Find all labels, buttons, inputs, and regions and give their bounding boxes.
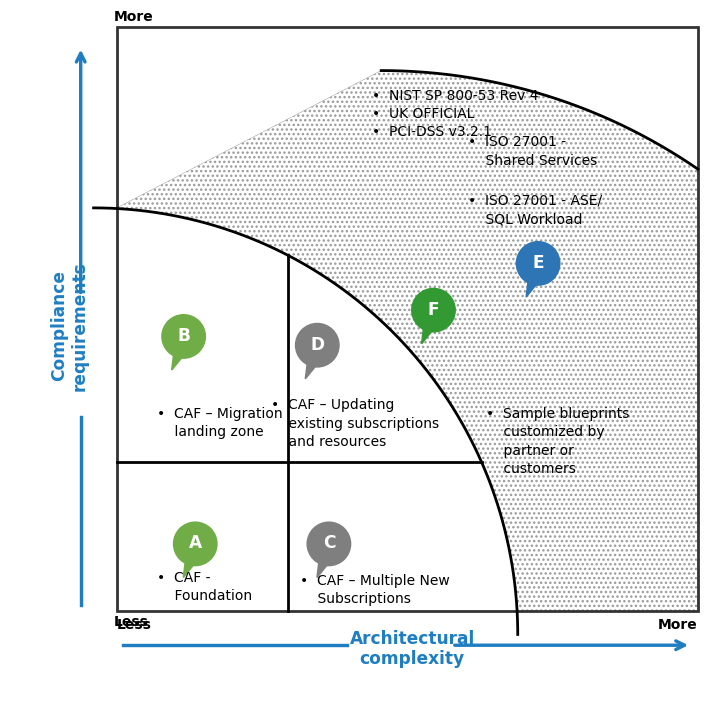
- Circle shape: [307, 522, 350, 566]
- Polygon shape: [172, 353, 186, 371]
- Text: C: C: [322, 534, 335, 552]
- Circle shape: [162, 315, 205, 358]
- Text: •  ISO 27001 -
    Shared Services: • ISO 27001 - Shared Services: [468, 136, 597, 167]
- Text: More: More: [658, 618, 697, 632]
- Bar: [117, 27, 697, 611]
- Text: F: F: [428, 301, 439, 319]
- Text: Less: Less: [117, 618, 151, 632]
- Polygon shape: [317, 560, 331, 578]
- Text: E: E: [532, 254, 544, 272]
- Text: •  NIST SP 800-53 Rev 4
•  UK OFFICIAL
•  PCI-DSS v3.2.1: • NIST SP 800-53 Rev 4 • UK OFFICIAL • P…: [372, 89, 539, 139]
- Text: D: D: [310, 335, 324, 353]
- Text: •  CAF -
    Foundation: • CAF - Foundation: [157, 570, 252, 603]
- Circle shape: [296, 324, 339, 367]
- Circle shape: [516, 242, 559, 286]
- Text: •  CAF – Multiple New
    Subscriptions: • CAF – Multiple New Subscriptions: [300, 573, 449, 606]
- Text: Architectural
complexity: Architectural complexity: [350, 629, 474, 668]
- Text: A: A: [189, 534, 202, 552]
- Polygon shape: [305, 362, 319, 379]
- Circle shape: [412, 289, 455, 332]
- Text: More: More: [113, 10, 153, 24]
- Text: B: B: [177, 327, 190, 345]
- Text: Compliance
requirements: Compliance requirements: [50, 261, 89, 391]
- Polygon shape: [421, 327, 435, 344]
- Polygon shape: [117, 71, 697, 611]
- Polygon shape: [183, 560, 198, 578]
- Text: •  CAF – Migration
    landing zone: • CAF – Migration landing zone: [157, 407, 283, 439]
- Text: Less: Less: [113, 614, 149, 629]
- Text: •  Sample blueprints
    customized by
    partner or
    customers: • Sample blueprints customized by partne…: [485, 407, 629, 476]
- Circle shape: [174, 522, 217, 566]
- Text: •  CAF – Updating
    existing subscriptions
    and resources: • CAF – Updating existing subscriptions …: [270, 398, 438, 448]
- Text: •  ISO 27001 - ASE/
    SQL Workload: • ISO 27001 - ASE/ SQL Workload: [468, 194, 602, 226]
- Polygon shape: [526, 280, 540, 297]
